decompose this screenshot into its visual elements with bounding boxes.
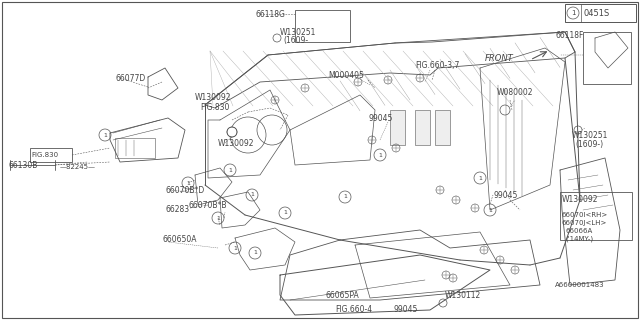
Circle shape xyxy=(229,242,241,254)
Circle shape xyxy=(227,127,237,137)
Bar xyxy=(115,138,155,158)
Text: ('14MY-): ('14MY-) xyxy=(565,236,593,242)
Circle shape xyxy=(246,189,258,201)
Text: FIG.830: FIG.830 xyxy=(31,152,58,158)
Text: A6600001483: A6600001483 xyxy=(555,282,605,288)
Text: W130251: W130251 xyxy=(280,28,316,36)
Text: —82245—: —82245— xyxy=(60,164,96,170)
Text: 1: 1 xyxy=(216,215,220,220)
Text: 66070B*D: 66070B*D xyxy=(165,186,204,195)
Bar xyxy=(30,148,72,162)
Text: 0451S: 0451S xyxy=(584,9,611,18)
Circle shape xyxy=(249,247,261,259)
Text: W130092: W130092 xyxy=(195,92,232,101)
Circle shape xyxy=(224,164,236,176)
Text: 1: 1 xyxy=(488,207,492,212)
Text: W130092: W130092 xyxy=(562,196,598,204)
Text: FIG.660-4: FIG.660-4 xyxy=(335,306,372,315)
Text: 1: 1 xyxy=(343,195,347,199)
Bar xyxy=(415,110,430,145)
Text: W080002: W080002 xyxy=(497,87,534,97)
Bar xyxy=(390,110,405,145)
Text: W130251: W130251 xyxy=(572,131,609,140)
Text: 1: 1 xyxy=(250,193,254,197)
Text: 66070J<LH>: 66070J<LH> xyxy=(562,220,607,226)
Circle shape xyxy=(212,212,224,224)
Bar xyxy=(435,110,450,145)
Text: FIG.830: FIG.830 xyxy=(200,102,229,111)
Text: 99045: 99045 xyxy=(493,190,517,199)
Circle shape xyxy=(374,149,386,161)
Text: 66283: 66283 xyxy=(165,205,189,214)
Text: 99045: 99045 xyxy=(393,306,417,315)
Text: M000405: M000405 xyxy=(328,70,364,79)
Text: 66118G: 66118G xyxy=(255,10,285,19)
Text: 1: 1 xyxy=(186,180,190,186)
Text: 660650A: 660650A xyxy=(162,236,196,244)
Text: 1: 1 xyxy=(478,175,482,180)
Circle shape xyxy=(484,204,496,216)
Text: 99045: 99045 xyxy=(368,114,392,123)
Text: FIG.660-3,7: FIG.660-3,7 xyxy=(415,60,460,69)
Text: W130112: W130112 xyxy=(445,291,481,300)
Text: 1: 1 xyxy=(283,211,287,215)
Bar xyxy=(560,192,632,240)
Text: 1: 1 xyxy=(233,245,237,251)
Text: 1: 1 xyxy=(253,251,257,255)
Circle shape xyxy=(99,129,111,141)
Circle shape xyxy=(279,207,291,219)
Text: (1609-: (1609- xyxy=(283,36,308,44)
Text: FRONT: FRONT xyxy=(485,53,514,62)
Text: (1609-): (1609-) xyxy=(575,140,603,148)
Text: 66070B*B: 66070B*B xyxy=(188,201,227,210)
Bar xyxy=(565,4,636,22)
Text: W130092: W130092 xyxy=(218,139,255,148)
Text: 1: 1 xyxy=(228,167,232,172)
Circle shape xyxy=(474,172,486,184)
Text: 1: 1 xyxy=(103,132,107,138)
Text: 66130B: 66130B xyxy=(8,161,37,170)
Circle shape xyxy=(339,191,351,203)
Bar xyxy=(583,32,631,84)
Circle shape xyxy=(182,177,194,189)
Text: 1: 1 xyxy=(571,10,575,16)
Circle shape xyxy=(567,7,579,19)
Text: 66077D: 66077D xyxy=(115,74,145,83)
Bar xyxy=(295,10,350,42)
Text: 1: 1 xyxy=(378,153,382,157)
Text: 66118F: 66118F xyxy=(555,30,584,39)
Text: 66070I<RH>: 66070I<RH> xyxy=(562,212,608,218)
Text: 66065PA: 66065PA xyxy=(325,291,359,300)
Text: 66066A: 66066A xyxy=(565,228,592,234)
